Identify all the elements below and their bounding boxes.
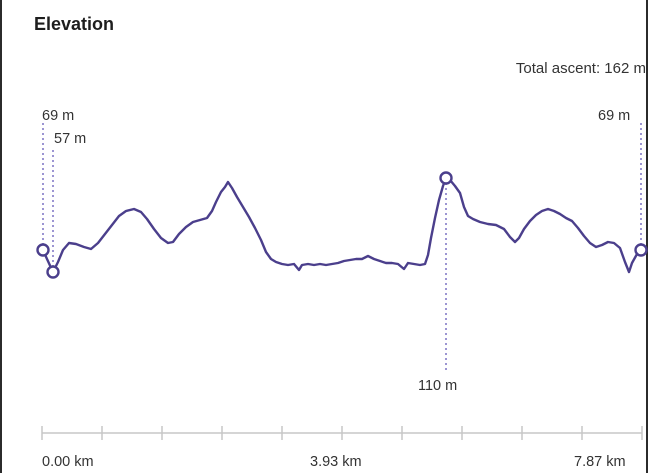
max-point: [439, 171, 453, 185]
max-elevation-label: 110 m: [418, 378, 458, 394]
elevation-line: [41, 176, 643, 274]
min-elevation-label: 57 m: [54, 131, 87, 147]
end-elevation-label: 69 m: [598, 108, 631, 124]
x-axis-mid-label: 3.93 km: [310, 454, 362, 470]
start-point: [36, 243, 50, 257]
x-axis-ticks: [41, 426, 643, 440]
x-axis-end-label: 7.87 km: [574, 454, 626, 470]
min-point: [46, 265, 60, 279]
panel-title: Elevation: [34, 14, 115, 34]
end-point: [634, 243, 648, 257]
x-axis-start-label: 0.00 km: [42, 454, 94, 470]
total-ascent: Total ascent: 162 m: [515, 60, 646, 77]
start-elevation-label: 69 m: [42, 108, 75, 124]
